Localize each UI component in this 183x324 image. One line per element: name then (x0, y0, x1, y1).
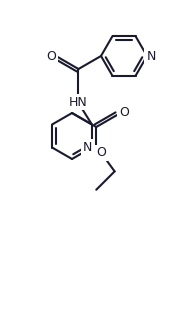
Text: O: O (46, 51, 56, 64)
Text: HN: HN (69, 96, 88, 109)
Text: O: O (96, 146, 106, 159)
Text: N: N (83, 141, 93, 154)
Text: O: O (119, 107, 129, 120)
Text: N: N (146, 50, 156, 63)
